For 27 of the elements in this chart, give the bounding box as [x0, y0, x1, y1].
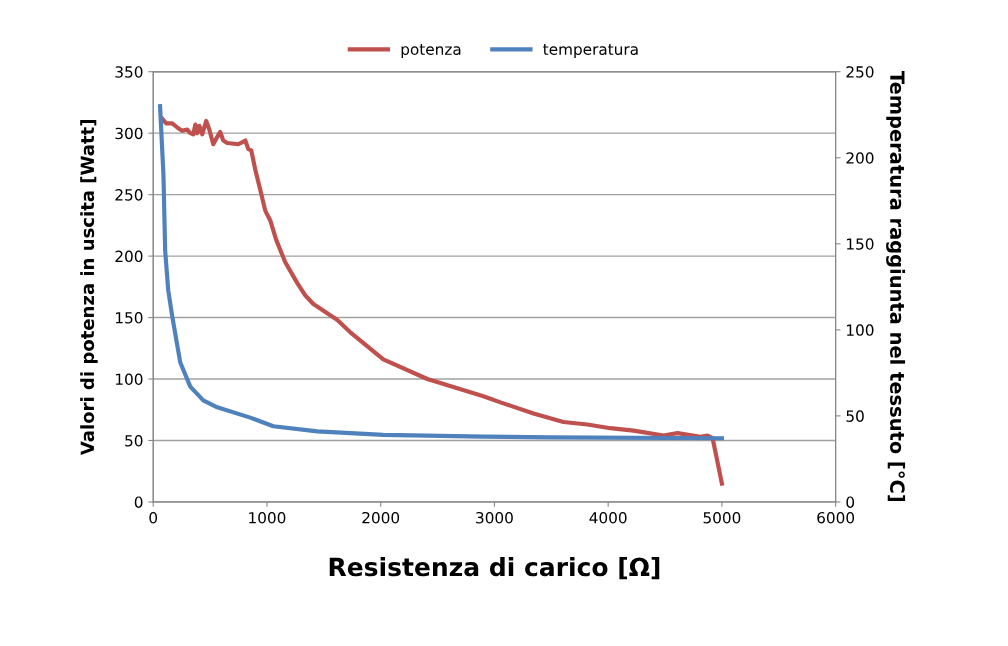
x-tick-label: 4000: [589, 511, 627, 524]
x-tick-label: 3000: [476, 511, 513, 524]
x-tick-label: 1000: [249, 511, 286, 524]
y2-tick-label: 150: [847, 238, 874, 250]
legend-label: potenza: [401, 44, 461, 58]
y2-tick-label: 0: [846, 496, 855, 508]
legend-label: temperatura: [543, 44, 638, 58]
y-tick-label: 150: [116, 312, 143, 324]
y-tick-label: 200: [115, 250, 143, 263]
y-tick-label: 250: [115, 189, 143, 201]
x-tick-label: 5000: [703, 511, 741, 524]
y2-axis-title: Temperatura raggiunta nel tessuto [°C]: [886, 71, 906, 502]
y2-tick-label: 50: [846, 410, 864, 422]
y-tick-label: 350: [115, 66, 143, 78]
y-tick-label: 100: [116, 373, 143, 386]
y2-tick-label: 100: [847, 324, 874, 336]
y-axis-title: Valori di potenza in uscita [Watt]: [80, 120, 98, 456]
line-series: [157, 104, 724, 441]
x-axis-title: Resistenza di carico [Ω]: [329, 557, 660, 580]
x-tick-label: 2000: [362, 511, 400, 524]
y2-tick-label: 250: [846, 66, 874, 78]
y-tick-label: 50: [125, 434, 143, 447]
x-tick-label: 0: [149, 511, 158, 524]
y-tick-label: 0: [134, 496, 143, 508]
y-tick-label: 300: [115, 127, 143, 140]
x-tick-label: 6000: [817, 511, 855, 524]
y2-tick-label: 200: [846, 152, 874, 164]
